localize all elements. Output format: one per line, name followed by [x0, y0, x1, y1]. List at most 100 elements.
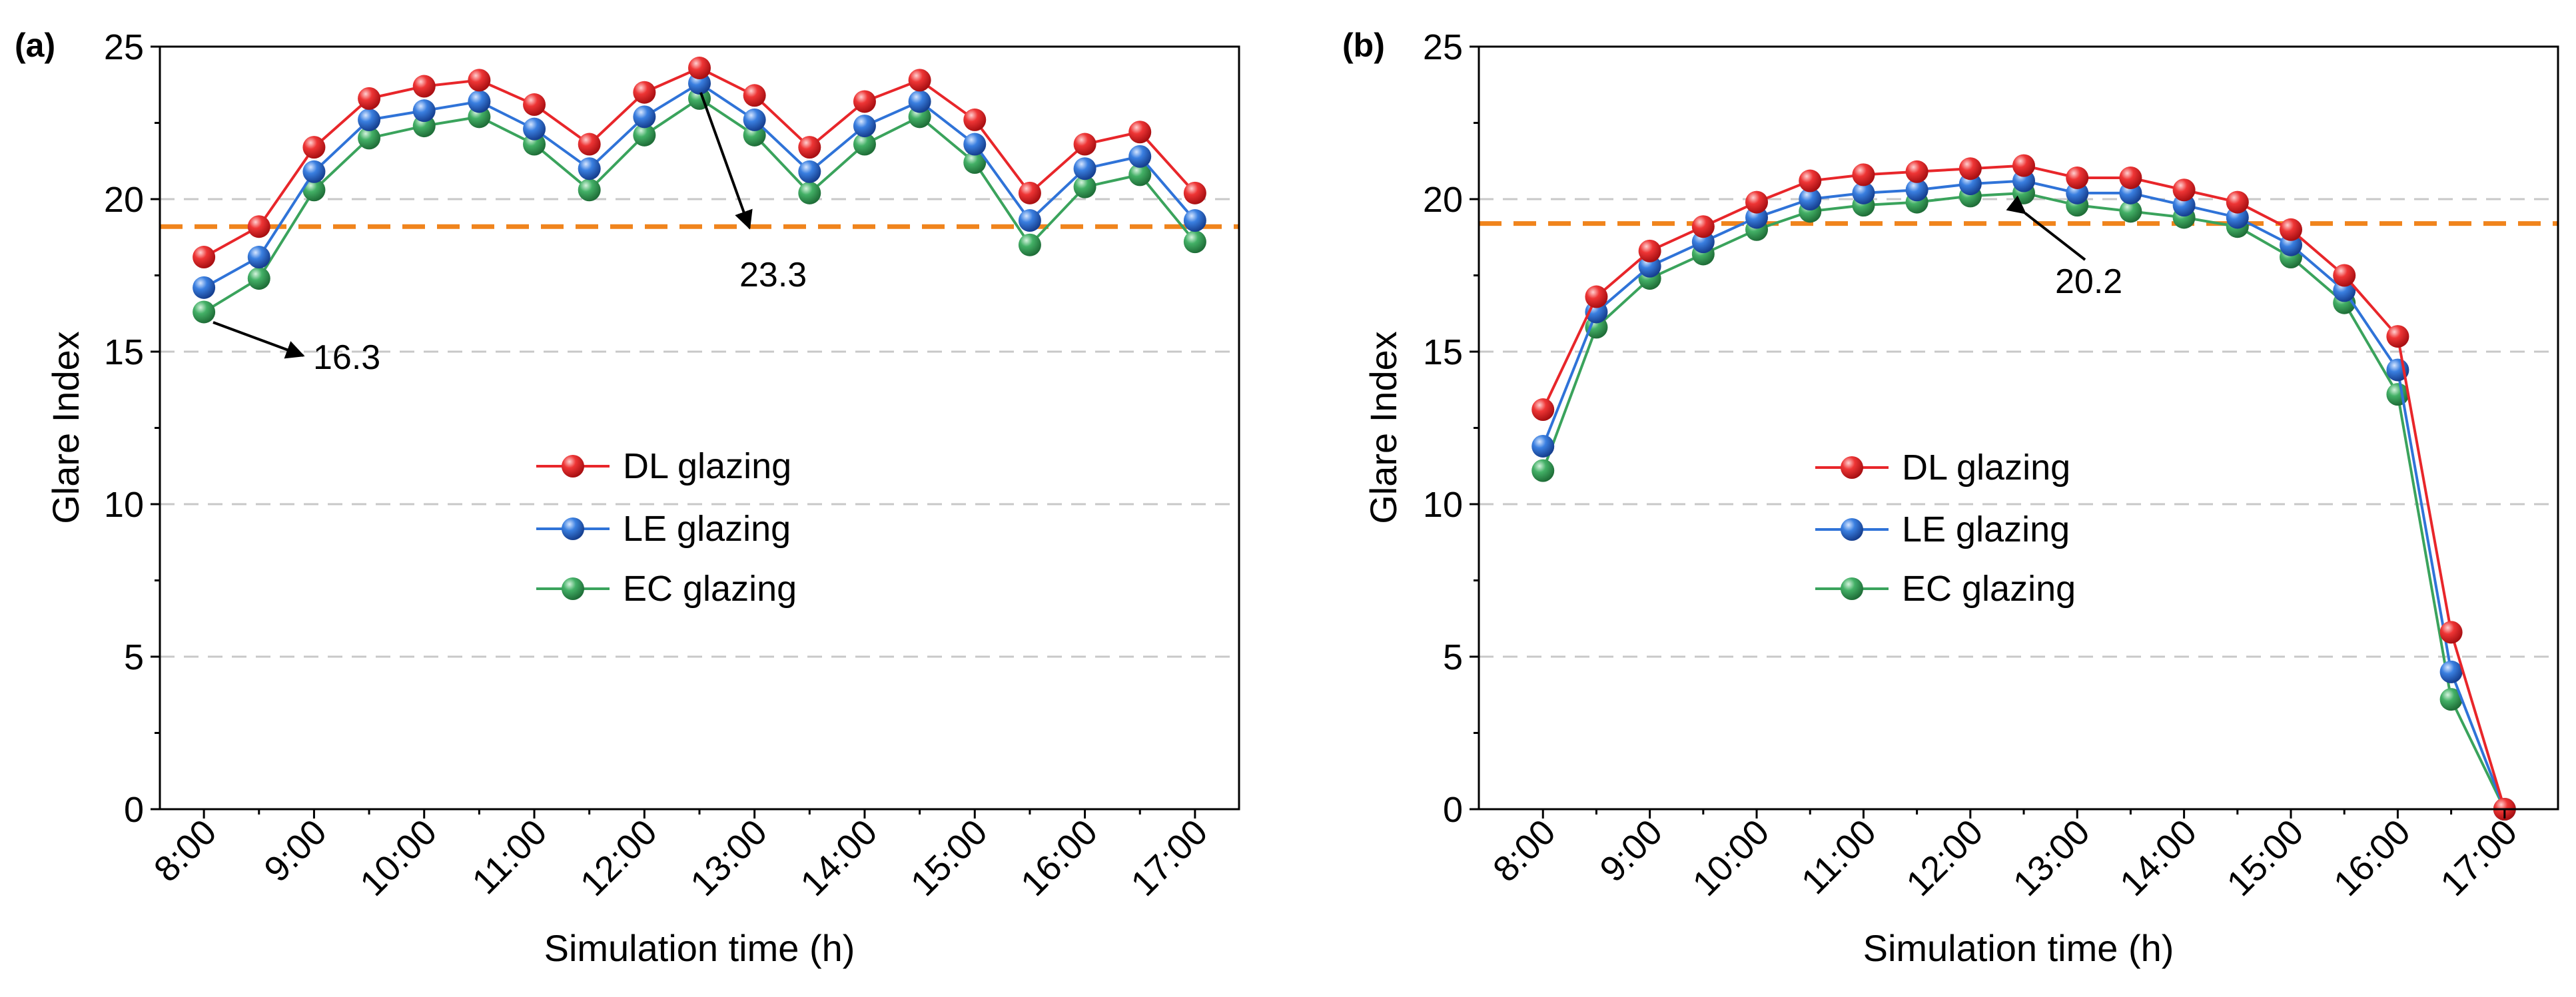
y-tick-label: 5 — [1443, 637, 1463, 677]
annotation-arrow-23-3 — [699, 92, 753, 230]
legend-label-ec: EC glazing — [623, 569, 797, 609]
panel-a-x-label: Simulation time (h) — [544, 927, 855, 969]
dl-glazing-point — [1852, 163, 1875, 186]
le-glazing-point — [1799, 188, 1822, 210]
dl-glazing-point — [578, 133, 601, 156]
x-tick-label: 10:00 — [1685, 812, 1777, 904]
panel-a-grid — [160, 198, 1239, 658]
legend-marker-dl — [562, 455, 584, 478]
le-glazing-point — [908, 90, 931, 113]
y-tick-label: 15 — [104, 332, 144, 372]
dl-glazing-point — [1905, 160, 1929, 183]
x-tick-label: 15:00 — [903, 812, 995, 904]
x-tick-label: 12:00 — [1899, 812, 1990, 904]
panel-b-y-label: Glare Index — [1362, 331, 1404, 524]
panel-a-legend: DL glazing LE glazing EC glazing — [536, 446, 797, 609]
le-glazing-line — [1541, 179, 2506, 809]
dl-glazing-point — [1585, 285, 1608, 308]
le-glazing-point — [468, 90, 491, 113]
le-glazing-point — [193, 276, 216, 299]
le-glazing-point — [798, 160, 821, 183]
dl-glazing-point — [2280, 218, 2303, 241]
legend-label-ec: EC glazing — [1902, 569, 2076, 609]
le-glazing-point — [578, 157, 601, 180]
dl-glazing-point — [1691, 215, 1715, 238]
x-tick-label: 11:00 — [464, 812, 554, 902]
dl-glazing-point — [853, 90, 876, 113]
panel-a-y-label: Glare Index — [45, 331, 87, 524]
y-tick-label: 0 — [124, 790, 144, 830]
dl-glazing-point — [1128, 121, 1152, 144]
dl-glazing-point — [1638, 239, 1661, 262]
x-tick-label: 13:00 — [683, 812, 775, 904]
ec-glazing-point — [2119, 200, 2142, 223]
le-glazing-point — [1018, 209, 1041, 232]
dl-glazing-point — [193, 246, 216, 269]
y-tick-label: 20 — [1423, 180, 1463, 220]
ec-glazing-point — [193, 300, 216, 324]
le-glazing-point — [1531, 434, 1555, 458]
x-tick-label: 11:00 — [1794, 812, 1884, 902]
ec-glazing-point — [2439, 688, 2463, 711]
ec-glazing-point — [1531, 459, 1555, 482]
le-glazing-point — [963, 133, 987, 156]
legend-marker-ec — [562, 577, 584, 600]
y-tick-label: 15 — [1423, 332, 1463, 372]
dl-glazing-point — [1183, 181, 1206, 204]
x-tick-label: 8:00 — [1486, 812, 1563, 890]
dl-glazing-point — [963, 108, 987, 131]
dl-glazing-point — [1958, 157, 1982, 180]
legend-marker-le — [562, 517, 584, 540]
annotation-label-23-3: 23.3 — [739, 256, 807, 294]
legend-item-le: LE glazing — [1815, 509, 2070, 549]
panel-b-legend: DL glazing LE glazing EC glazing — [1815, 448, 2076, 609]
legend-label-dl: DL glazing — [623, 446, 791, 486]
legend-item-dl: DL glazing — [1815, 448, 2070, 488]
dl-glazing-point — [2439, 621, 2463, 644]
y-tick-label: 0 — [1443, 790, 1463, 830]
y-tick-label: 10 — [104, 485, 144, 525]
le-glazing-point — [1183, 209, 1206, 232]
panel-a-annotations: 16.3 23.3 — [213, 92, 807, 377]
le-glazing-point — [853, 115, 876, 138]
dl-glazing-point — [1745, 190, 1769, 214]
dl-glazing-point — [2066, 166, 2089, 189]
ec-glazing-point — [633, 123, 656, 147]
dl-glazing-point — [798, 136, 821, 159]
ec-glazing-point — [798, 181, 821, 204]
dl-glazing-point — [358, 87, 381, 110]
ec-glazing-point — [1073, 175, 1096, 198]
legend-item-dl: DL glazing — [536, 446, 791, 486]
annotation-label-20-2: 20.2 — [2055, 262, 2122, 301]
le-glazing-point — [247, 246, 270, 269]
x-tick-label: 13:00 — [2006, 812, 2098, 904]
dl-glazing-point — [633, 81, 656, 104]
ec-glazing-point — [1183, 230, 1206, 254]
y-tick-label: 10 — [1423, 485, 1463, 525]
dl-glazing-point — [2333, 264, 2356, 287]
dl-glazing-point — [2012, 154, 2036, 177]
dl-glazing-point — [468, 69, 491, 92]
ec-glazing-point — [247, 267, 270, 290]
le-glazing-point — [1852, 181, 1875, 204]
legend-item-ec: EC glazing — [536, 569, 797, 609]
le-glazing-point — [1073, 157, 1096, 180]
x-tick-label: 17:00 — [2433, 812, 2525, 904]
dl-glazing-point — [302, 136, 326, 159]
annotation-label-16-3: 16.3 — [313, 338, 380, 377]
y-tick-label: 25 — [104, 27, 144, 67]
dl-glazing-point — [688, 57, 711, 80]
le-glazing-point — [633, 105, 656, 129]
legend-item-ec: EC glazing — [1815, 569, 2076, 609]
x-tick-label: 15:00 — [2220, 812, 2312, 904]
ec-glazing-point — [302, 178, 326, 202]
panel-b-x-axis: 8:00 9:00 10:00 11:00 12:00 13:00 14:00 15:00 16… — [1486, 809, 2525, 904]
legend-label-le: LE glazing — [623, 509, 791, 549]
le-glazing-point — [1905, 178, 1929, 202]
y-tick-label: 20 — [104, 180, 144, 220]
panel-b-annotations: 20.2 — [2006, 195, 2122, 301]
ec-glazing-point — [1018, 233, 1041, 256]
dl-glazing-point — [2386, 325, 2409, 348]
y-tick-label: 5 — [124, 637, 144, 677]
